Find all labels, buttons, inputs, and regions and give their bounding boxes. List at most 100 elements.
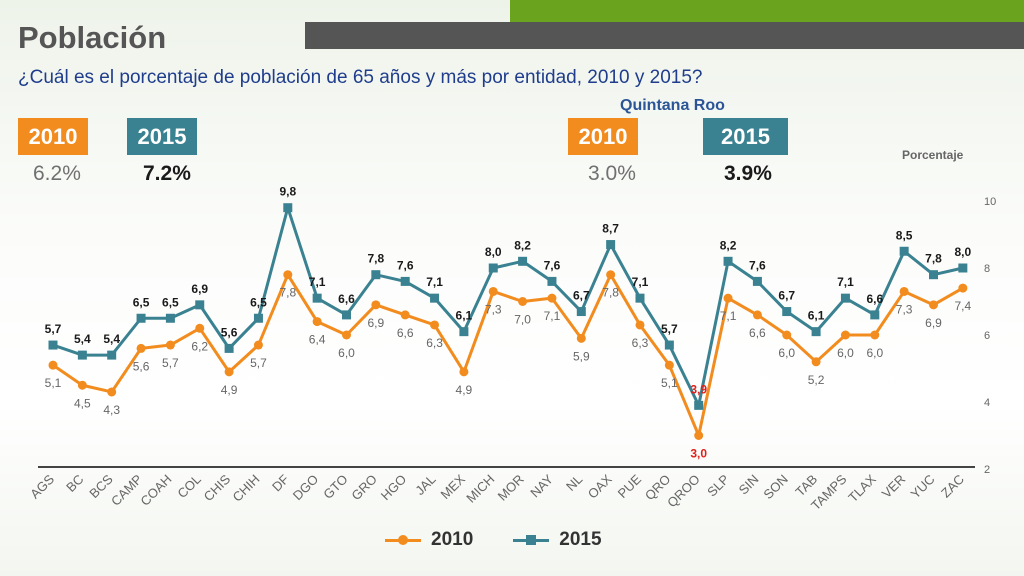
point-2015: [664, 340, 674, 350]
point-2010: [195, 323, 205, 333]
data-label-2010: 6,3: [426, 336, 443, 350]
x-tick-label: NL: [563, 472, 585, 494]
x-tick-label: MOR: [495, 472, 527, 504]
legend-swatch-2015: [513, 533, 550, 547]
data-label-2015: 7,6: [544, 258, 561, 272]
x-tick-label: AGS: [27, 471, 57, 501]
point-2015: [723, 256, 733, 266]
page-title: Población: [18, 20, 167, 55]
data-label-2010: 5,1: [661, 376, 678, 390]
data-label-2015: 8,2: [720, 238, 737, 252]
data-label-2015: 8,0: [955, 245, 972, 259]
point-2010: [136, 343, 146, 353]
x-tick-label: CHIH: [229, 472, 262, 505]
x-tick-label: GRO: [348, 472, 380, 504]
legend-item-2010: 2010: [385, 529, 473, 551]
data-label-2010: 4,9: [456, 383, 473, 397]
data-label-2010: 5,1: [45, 376, 62, 390]
data-label-2010: 7,3: [485, 302, 502, 316]
header-band: [305, 22, 1024, 49]
x-tick-label: DGO: [290, 472, 322, 504]
point-2015: [958, 263, 968, 273]
data-label-2015: 5,7: [45, 322, 62, 336]
point-2010: [312, 317, 322, 327]
point-2010: [400, 310, 410, 320]
point-2010: [958, 283, 968, 293]
x-tick-label: ZAC: [938, 472, 967, 501]
point-2015: [253, 313, 263, 323]
point-2015: [488, 263, 498, 273]
data-label-2010: 6,0: [778, 346, 795, 360]
data-label-2010: 6,6: [749, 326, 766, 340]
point-2010: [635, 320, 645, 330]
data-label-2010: 7,0: [514, 313, 531, 327]
point-2010: [606, 270, 616, 280]
point-2010: [253, 340, 263, 350]
x-tick-label: COL: [174, 472, 204, 502]
point-2010: [224, 367, 234, 377]
x-tick-label: DF: [269, 471, 292, 494]
point-2010: [929, 300, 938, 310]
x-tick-label: MICH: [463, 472, 497, 506]
x-tick-label: COAH: [137, 472, 174, 509]
data-label-2010: 5,7: [162, 356, 179, 370]
data-label-2010: 6,2: [191, 339, 208, 353]
data-label-2010: 6,6: [397, 326, 414, 340]
y-tick-label: 4: [984, 397, 990, 409]
point-2015: [518, 256, 528, 266]
point-2010: [547, 293, 557, 303]
point-2015: [136, 313, 146, 323]
chart-legend: 2010 2015: [385, 529, 602, 551]
data-label-2010: 6,0: [866, 346, 883, 360]
point-2010: [283, 270, 293, 280]
point-2010: [899, 286, 909, 296]
point-2015: [811, 327, 821, 337]
point-2015: [342, 310, 351, 320]
point-2010: [107, 387, 117, 397]
point-2010: [371, 300, 381, 310]
page-subtitle: ¿Cuál es el porcentaje de población de 6…: [18, 67, 703, 88]
y-tick-label: 2: [984, 464, 990, 476]
x-tick-label: CHIS: [201, 471, 234, 504]
point-2010: [48, 360, 58, 370]
x-tick-label: BC: [63, 472, 86, 495]
qroo-2010-value: 3.0%: [588, 162, 636, 185]
top-accent-bar: [510, 0, 1024, 22]
data-label-2015: 8,2: [514, 238, 531, 252]
data-label-2010: 6,9: [368, 316, 385, 330]
point-2015: [400, 276, 410, 286]
data-label-2010: 7,1: [720, 309, 737, 323]
data-label-2010: 7,1: [544, 309, 561, 323]
point-2015: [48, 340, 58, 350]
series-line-2010: [52, 273, 964, 437]
x-tick-label: MEX: [437, 471, 468, 502]
point-2010: [342, 330, 351, 340]
data-label-2015: 7,8: [368, 252, 385, 266]
data-label-2015: 7,6: [749, 258, 766, 272]
data-label-2015: 6,6: [866, 292, 883, 306]
data-label-2010: 5,6: [133, 359, 150, 373]
x-tick-label: PUE: [615, 471, 645, 501]
national-2015-badge: 2015: [127, 118, 197, 155]
x-tick-label: HGO: [378, 472, 410, 504]
point-2015: [165, 313, 175, 323]
point-2015: [371, 270, 381, 280]
x-tick-label: NAY: [527, 471, 556, 500]
point-2015: [752, 276, 762, 286]
legend-label-2010: 2010: [431, 529, 474, 550]
point-2015: [195, 300, 205, 310]
point-2010: [430, 320, 440, 330]
y-tick-label: 8: [984, 263, 990, 275]
data-label-2015: 7,1: [837, 275, 854, 289]
data-label-2015: 6,9: [191, 282, 208, 296]
point-2010: [840, 330, 850, 340]
data-label-2015: 6,1: [456, 309, 473, 323]
point-2015: [107, 350, 117, 360]
point-2015: [694, 400, 704, 410]
point-2010: [518, 297, 528, 306]
y-axis-title: Porcentaje: [902, 148, 964, 162]
legend-label-2015: 2015: [559, 529, 602, 550]
point-2010: [870, 330, 880, 340]
point-2015: [547, 276, 557, 286]
